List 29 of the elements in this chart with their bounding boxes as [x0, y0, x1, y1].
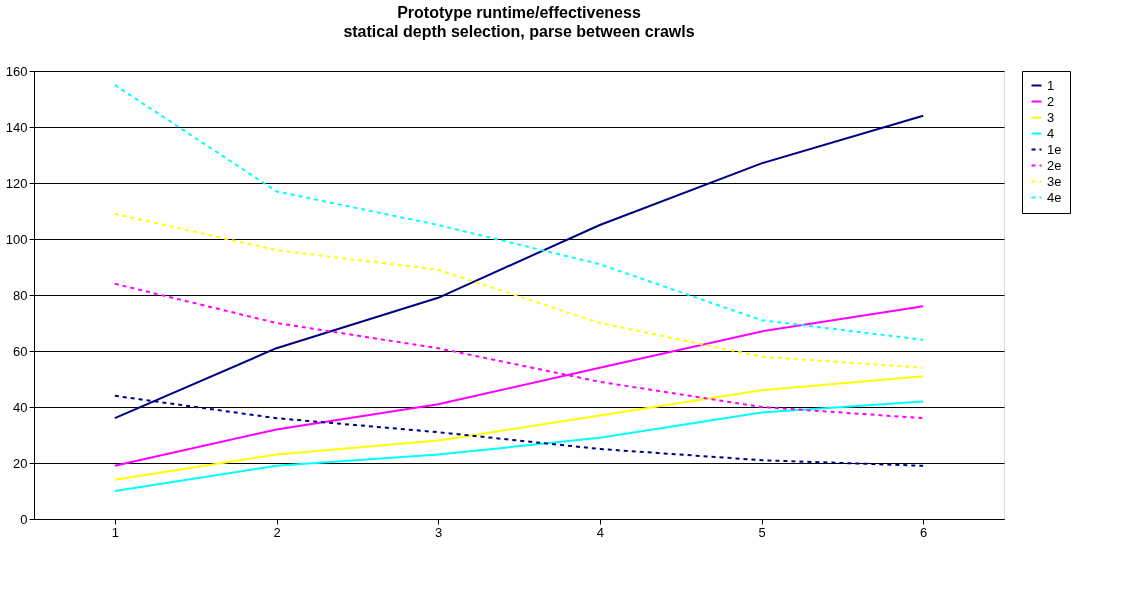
line-series	[113, 375, 925, 481]
x-tick-label: 1	[111, 524, 119, 540]
legend-label: 1e	[1047, 141, 1062, 157]
y-tick-label: 140	[5, 119, 28, 135]
chart-title: Prototype runtime/effectiveness	[397, 4, 641, 21]
line-series	[113, 212, 925, 369]
legend-label: 1	[1047, 77, 1055, 93]
x-tick-label: 5	[758, 524, 766, 540]
y-tick-label: 120	[5, 175, 28, 191]
x-tick-label: 3	[435, 524, 443, 540]
legend-label: 3e	[1047, 173, 1062, 189]
y-tick-label: 0	[20, 511, 28, 527]
line-series	[113, 84, 925, 341]
x-tick-label: 6	[920, 524, 928, 540]
y-tick-label: 60	[13, 343, 28, 359]
y-tick-label: 80	[13, 287, 28, 303]
y-tick-label: 160	[5, 63, 28, 79]
x-tick-label: 2	[273, 524, 281, 540]
legend-label: 4e	[1047, 189, 1062, 205]
line-series	[113, 400, 925, 492]
y-tick-label: 20	[13, 455, 28, 471]
legend-label: 4	[1047, 125, 1055, 141]
legend-label: 3	[1047, 109, 1055, 125]
x-tick-label: 4	[596, 524, 604, 540]
chart-subtitle: statical depth selection, parse between crawls	[343, 23, 695, 40]
legend-label: 2	[1047, 93, 1055, 109]
y-tick-label: 100	[5, 231, 28, 247]
y-tick-label: 40	[13, 399, 28, 415]
legend-label: 2e	[1047, 157, 1062, 173]
